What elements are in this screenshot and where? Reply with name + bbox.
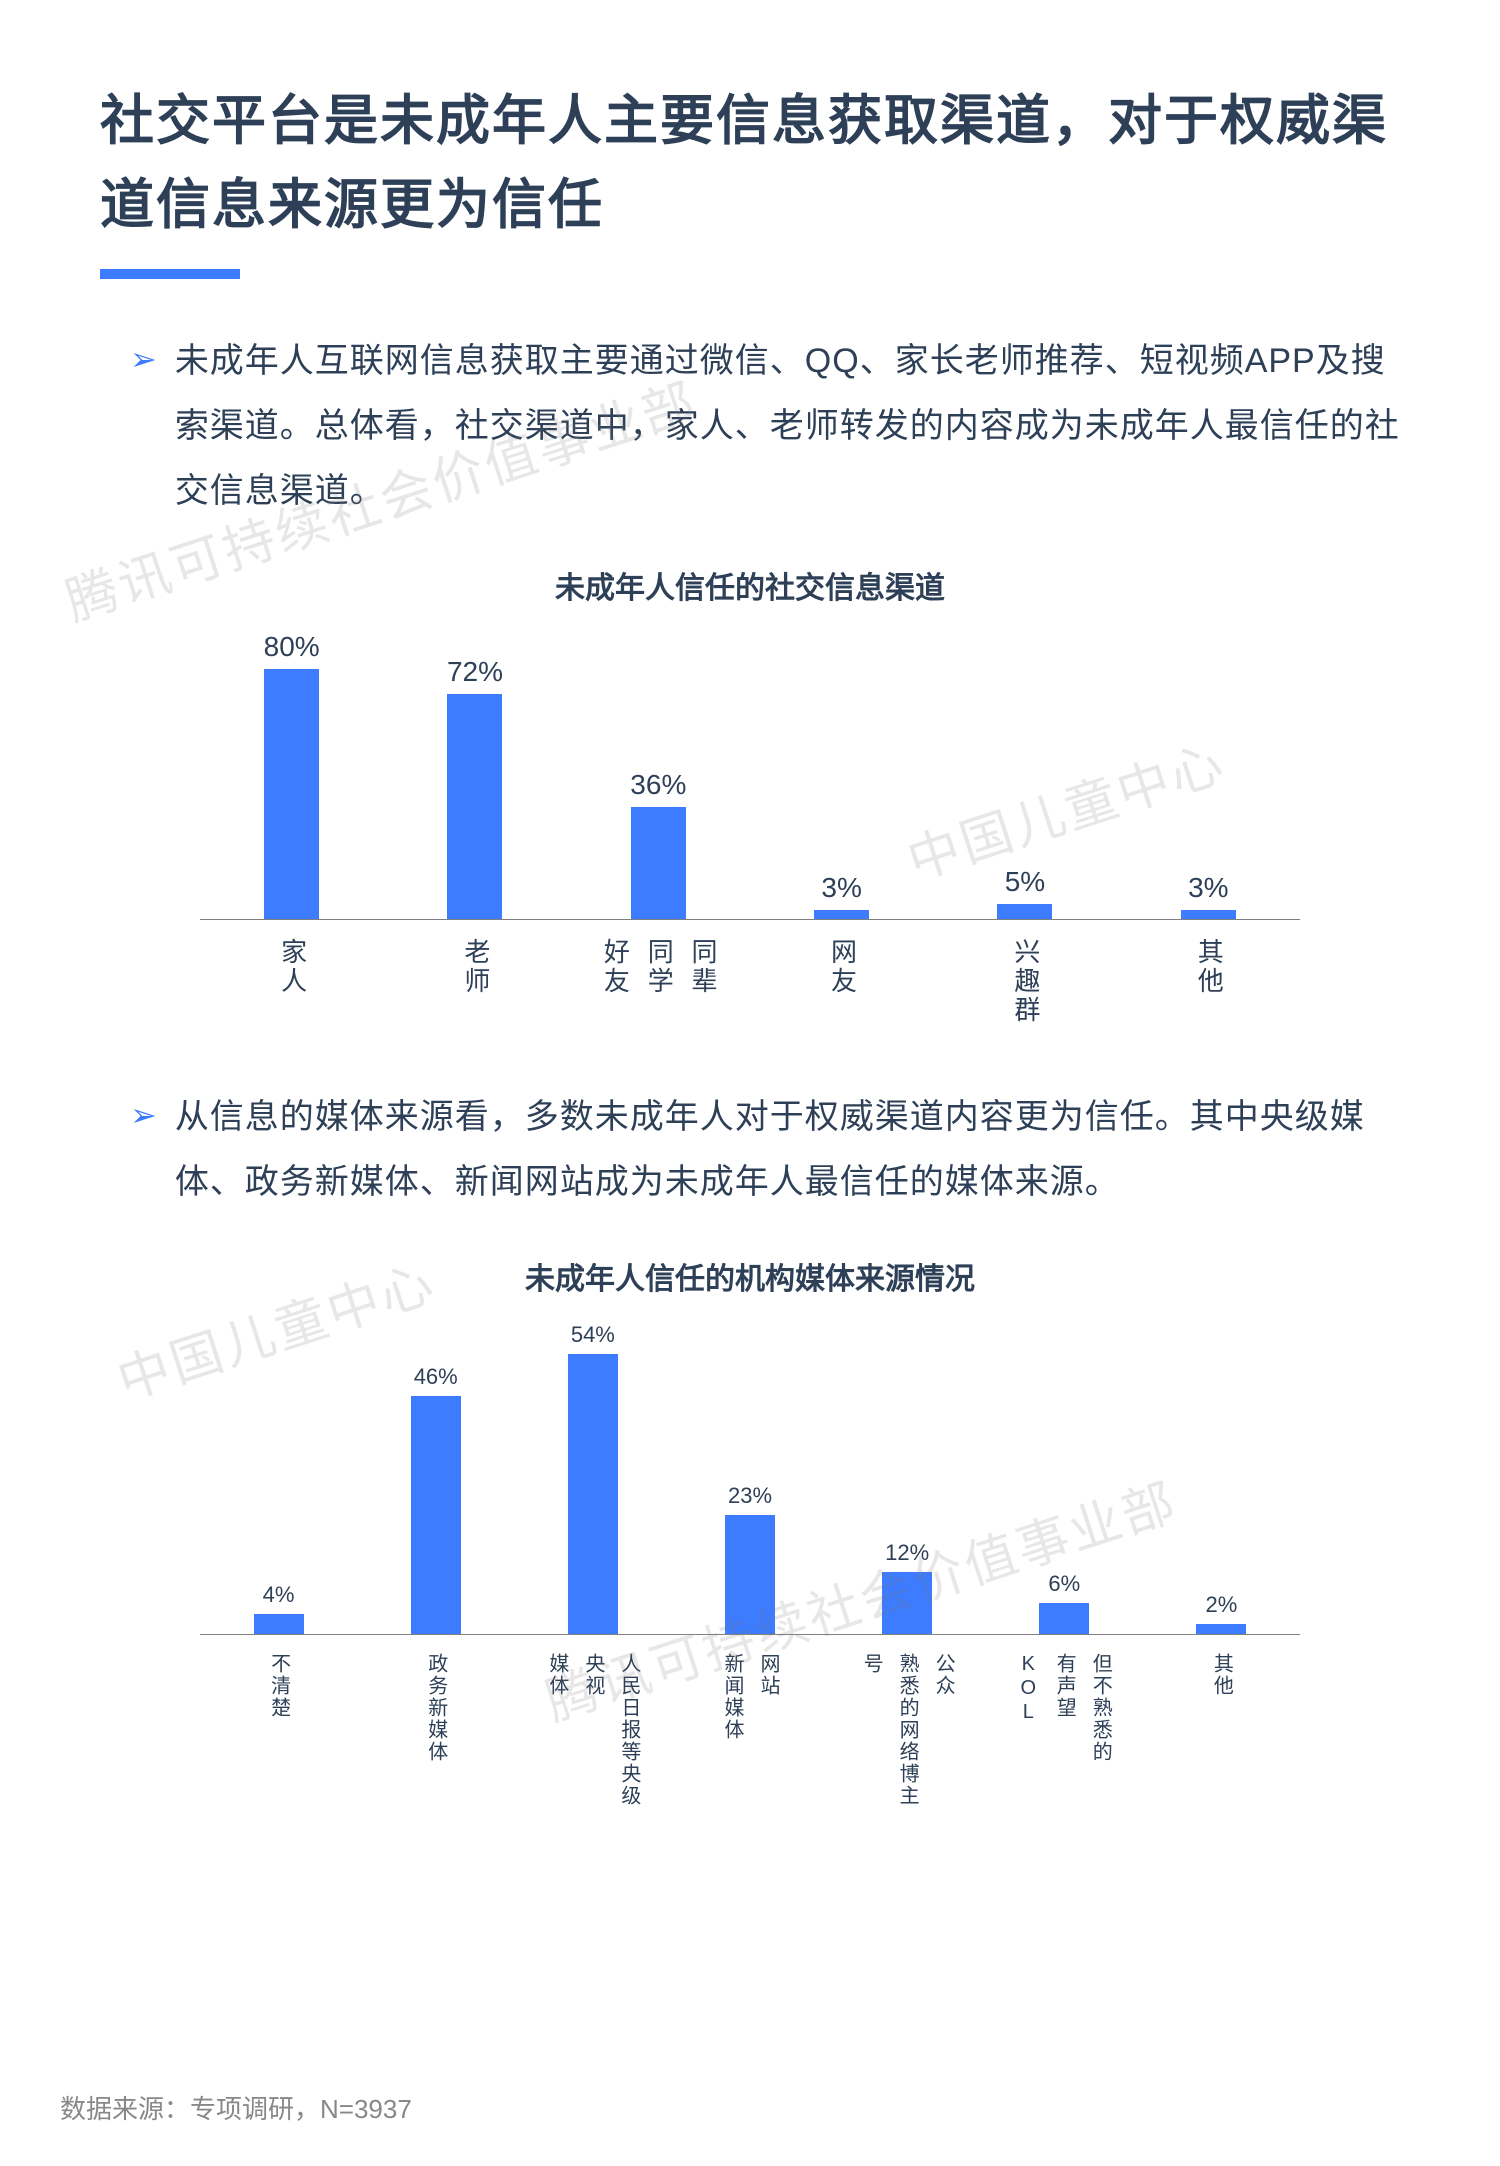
bar-label-text: 同辈 xyxy=(685,938,719,1025)
bar-label: 媒体央视人民日报等央级 xyxy=(514,1653,671,1807)
bar-label: 政务新媒体 xyxy=(357,1653,514,1807)
bar-label-text: 好友 xyxy=(598,938,632,1025)
bar-value: 12% xyxy=(885,1540,929,1566)
bar-rect xyxy=(1181,910,1236,919)
title-underline xyxy=(100,269,240,279)
bar-rect xyxy=(254,1614,304,1635)
bullet-2: ➢ 从信息的媒体来源看，多数未成年人对于权威渠道内容更为信任。其中央级媒体、政务… xyxy=(130,1085,1400,1214)
bar-label-text: 政务新媒体 xyxy=(423,1653,449,1807)
bars-row: 80% 72% 36% 3% 5% 3% xyxy=(200,631,1300,920)
bar-label-text: 其他 xyxy=(1191,938,1225,1025)
bullet-text: 从信息的媒体来源看，多数未成年人对于权威渠道内容更为信任。其中央级媒体、政务新媒… xyxy=(175,1085,1400,1214)
bar-label-text: 兴趣群 xyxy=(1008,938,1042,1025)
bar-label-text: 号 xyxy=(858,1653,884,1807)
bar-column: 36% xyxy=(567,769,750,920)
bar-value: 36% xyxy=(630,769,686,801)
bar-label: 网友 xyxy=(750,938,933,1025)
bar-label-text: KOL xyxy=(1015,1653,1041,1807)
chart-title: 未成年人信任的社交信息渠道 xyxy=(200,563,1300,607)
bullet-marker-icon: ➢ xyxy=(130,329,157,523)
bar-column: 46% xyxy=(357,1364,514,1635)
bar-label-text: 网友 xyxy=(825,938,859,1025)
labels-row: 不清楚政务新媒体媒体央视人民日报等央级新闻媒体网站号熟悉的网络博主公众KOL有声… xyxy=(200,1653,1300,1807)
bar-value: 80% xyxy=(264,631,320,663)
bar-rect xyxy=(411,1396,461,1635)
bar-label: 家人 xyxy=(200,938,383,1025)
bar-label-text: 人民日报等央级 xyxy=(616,1653,642,1807)
bar-rect xyxy=(814,910,869,919)
bar-value: 3% xyxy=(1188,872,1228,904)
bar-value: 3% xyxy=(821,872,861,904)
bar-value: 54% xyxy=(571,1322,615,1348)
bar-column: 4% xyxy=(200,1582,357,1635)
bar-rect xyxy=(997,904,1052,920)
bar-label-text: 央视 xyxy=(580,1653,606,1807)
bar-column: 12% xyxy=(829,1540,986,1634)
bar-label-text: 公众 xyxy=(930,1653,956,1807)
bar-label: 兴趣群 xyxy=(933,938,1116,1025)
chart-trusted-media-sources: 未成年人信任的机构媒体来源情况 4% 46% 54% 23% 12% 6% 2% 不清楚 政务… xyxy=(200,1254,1300,1807)
bar-rect xyxy=(447,694,502,919)
bar-rect xyxy=(264,669,319,919)
bar-label-text: 其他 xyxy=(1208,1653,1234,1807)
bar-column: 23% xyxy=(671,1483,828,1634)
page-title: 社交平台是未成年人主要信息获取渠道，对于权威渠道信息来源更为信任 xyxy=(100,80,1400,247)
bar-rect xyxy=(882,1572,932,1634)
bar-value: 23% xyxy=(728,1483,772,1509)
bar-label-text: 新闻媒体 xyxy=(719,1653,745,1807)
bar-label-text: 媒体 xyxy=(544,1653,570,1807)
bullet-marker-icon: ➢ xyxy=(130,1085,157,1214)
bar-label: 其他 xyxy=(1143,1653,1300,1807)
bar-value: 2% xyxy=(1206,1592,1238,1618)
bar-rect xyxy=(1196,1624,1246,1634)
bar-label-text: 熟悉的网络博主 xyxy=(894,1653,920,1807)
bar-label-text: 同学 xyxy=(641,938,675,1025)
bar-value: 72% xyxy=(447,656,503,688)
bar-label-text: 不清楚 xyxy=(266,1653,292,1807)
bar-label: 好友同学同辈 xyxy=(567,938,750,1025)
labels-row: 家人老师好友同学同辈网友兴趣群其他 xyxy=(200,938,1300,1025)
bar-column: 80% xyxy=(200,631,383,919)
bar-label: 老师 xyxy=(383,938,566,1025)
bars-row: 4% 46% 54% 23% 12% 6% 2% xyxy=(200,1322,1300,1635)
bar-column: 3% xyxy=(1117,872,1300,919)
bar-label: 号熟悉的网络博主公众 xyxy=(829,1653,986,1807)
bar-column: 5% xyxy=(933,866,1116,920)
bullet-1: ➢ 未成年人互联网信息获取主要通过微信、QQ、家长老师推荐、短视频APP及搜索渠… xyxy=(130,329,1400,523)
bar-column: 2% xyxy=(1143,1592,1300,1634)
bar-label-text: 有声望 xyxy=(1051,1653,1077,1807)
bar-label: 新闻媒体网站 xyxy=(671,1653,828,1807)
bar-column: 72% xyxy=(383,656,566,919)
bar-column: 3% xyxy=(750,872,933,919)
bar-label-text: 家人 xyxy=(275,938,309,1025)
bar-label-text: 网站 xyxy=(755,1653,781,1807)
bar-rect xyxy=(568,1354,618,1634)
bullet-text: 未成年人互联网信息获取主要通过微信、QQ、家长老师推荐、短视频APP及搜索渠道。… xyxy=(175,329,1400,523)
bar-value: 46% xyxy=(414,1364,458,1390)
bar-label-text: 但不熟悉的 xyxy=(1087,1653,1113,1807)
chart-title: 未成年人信任的机构媒体来源情况 xyxy=(200,1254,1300,1298)
bar-value: 5% xyxy=(1005,866,1045,898)
bar-column: 54% xyxy=(514,1322,671,1634)
data-source: 数据来源：专项调研，N=3937 xyxy=(60,2089,412,2126)
bar-value: 4% xyxy=(263,1582,295,1608)
bar-value: 6% xyxy=(1048,1571,1080,1597)
bar-rect xyxy=(631,807,686,920)
bar-label: 其他 xyxy=(1117,938,1300,1025)
bar-label-text: 老师 xyxy=(458,938,492,1025)
bar-rect xyxy=(725,1515,775,1634)
bar-label: KOL 有声望但不熟悉的 xyxy=(986,1653,1143,1807)
bar-rect xyxy=(1039,1603,1089,1634)
bar-label: 不清楚 xyxy=(200,1653,357,1807)
chart-trusted-social-channels: 未成年人信任的社交信息渠道 80%72%36%3%5%3% 家人老师好友同学同辈… xyxy=(200,563,1300,1025)
bar-column: 6% xyxy=(986,1571,1143,1634)
